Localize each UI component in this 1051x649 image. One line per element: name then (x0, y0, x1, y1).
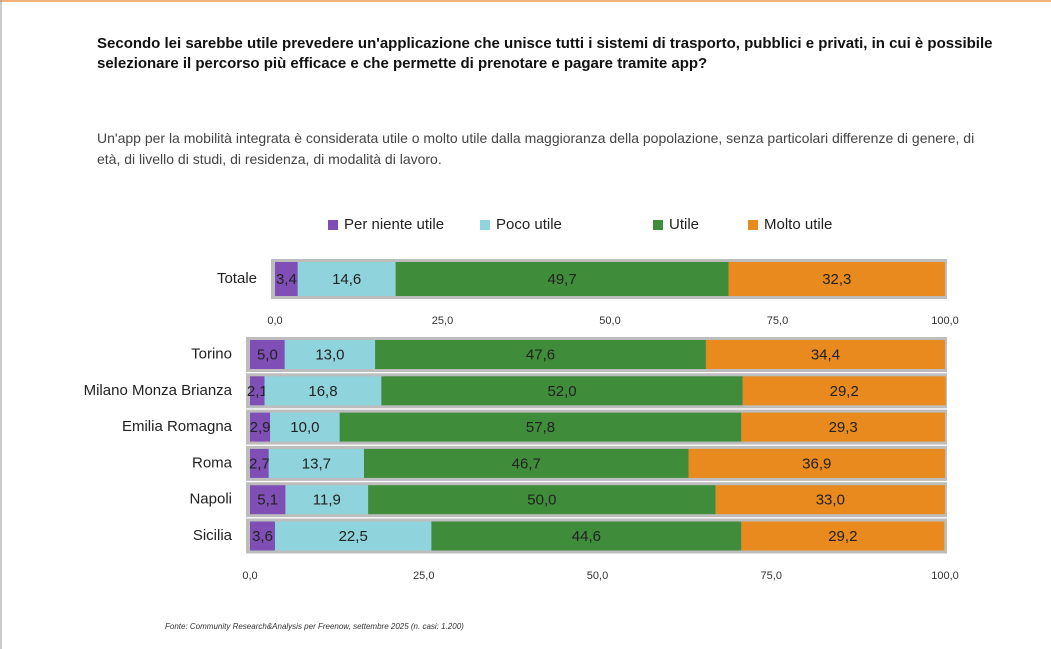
value-label: 29,2 (828, 528, 857, 545)
value-label: 14,6 (332, 271, 361, 288)
bar-segment (741, 412, 945, 442)
category-label: Torino (191, 345, 232, 362)
value-label: 13,7 (302, 455, 331, 472)
value-label: 5,0 (257, 346, 278, 363)
value-label: 2,7 (249, 455, 270, 472)
bar-segment (375, 340, 706, 369)
bar-segment (395, 262, 729, 296)
x-tick-label: 25,0 (432, 315, 453, 327)
value-label: 22,5 (339, 528, 368, 545)
bar-segment (381, 376, 743, 406)
bar-segment (715, 485, 945, 515)
value-label: 5,1 (257, 492, 278, 509)
bar-segment (275, 521, 432, 551)
x-tick-label: 100,0 (931, 315, 959, 327)
category-label: Roma (192, 454, 233, 471)
legend-label: Molto utile (764, 216, 832, 233)
bar-segment (742, 376, 946, 406)
bar-segment (250, 340, 285, 369)
bar-segment (250, 376, 265, 406)
value-label: 11,9 (313, 492, 341, 509)
value-label: 3,4 (276, 271, 297, 288)
bar-segment (728, 262, 945, 296)
x-tick-label: 50,0 (599, 315, 620, 327)
value-label: 13,0 (315, 346, 344, 363)
source: Fonte: Community Research&Analysis per F… (165, 622, 464, 631)
bar-segment (431, 521, 742, 551)
legend-label: Utile (669, 216, 699, 233)
title: Secondo lei sarebbe utile prevedere un'a… (97, 35, 993, 72)
value-label: 49,7 (547, 271, 576, 288)
legend-swatch (480, 220, 490, 230)
x-tick-label: 50,0 (587, 570, 608, 582)
bar-segment (741, 521, 945, 551)
x-tick-label: 100,0 (931, 570, 959, 582)
x-tick-label: 75,0 (761, 570, 782, 582)
bar-segment (264, 376, 382, 406)
x-tick-label: 0,0 (242, 570, 257, 582)
value-label: 52,0 (547, 383, 576, 400)
bar-segment (284, 340, 376, 369)
legend-label: Per niente utile (344, 216, 444, 233)
value-label: 32,3 (822, 271, 851, 288)
bar-segment (368, 485, 716, 515)
x-tick-label: 25,0 (413, 570, 434, 582)
x-tick-label: 75,0 (767, 315, 788, 327)
x-tick-label: 0,0 (267, 315, 282, 327)
bar-segment (250, 412, 271, 442)
bar-segment (705, 340, 945, 369)
category-label: Napoli (189, 491, 232, 508)
bar-segment (297, 262, 396, 296)
value-label: 33,0 (816, 492, 845, 509)
value-label: 29,2 (830, 383, 859, 400)
bar-segment (250, 521, 276, 551)
bar-segment (688, 448, 945, 478)
value-label: 16,8 (308, 383, 337, 400)
subtitle: Un'app per la mobilità integrata è consi… (97, 130, 975, 167)
category-label: Emilia Romagna (122, 418, 233, 435)
bar-segment (270, 412, 340, 442)
value-label: 57,8 (526, 419, 555, 436)
legend-label: Poco utile (496, 216, 562, 233)
value-label: 36,9 (802, 455, 831, 472)
value-label: 29,3 (829, 419, 858, 436)
value-label: 3,6 (252, 528, 273, 545)
value-label: 46,7 (512, 455, 541, 472)
value-label: 2,9 (250, 419, 271, 436)
bar-segment (275, 262, 298, 296)
bar-segment (339, 412, 742, 442)
legend-swatch (328, 220, 338, 230)
value-label: 47,6 (526, 346, 555, 363)
value-label: 34,4 (811, 346, 840, 363)
value-label: 44,6 (572, 528, 601, 545)
legend-swatch (653, 220, 663, 230)
value-label: 50,0 (527, 492, 556, 509)
bar-segment (250, 485, 286, 515)
value-label: 10,0 (290, 419, 319, 436)
legend-swatch (748, 220, 758, 230)
bar-segment (285, 485, 369, 515)
category-label: Milano Monza Brianza (84, 382, 233, 399)
bar-segment (268, 448, 364, 478)
category-label: Totale (217, 270, 257, 287)
bar-segment (363, 448, 689, 478)
value-label: 2,1 (247, 383, 268, 400)
category-label: Sicilia (193, 527, 233, 544)
bar-segment (250, 448, 269, 478)
